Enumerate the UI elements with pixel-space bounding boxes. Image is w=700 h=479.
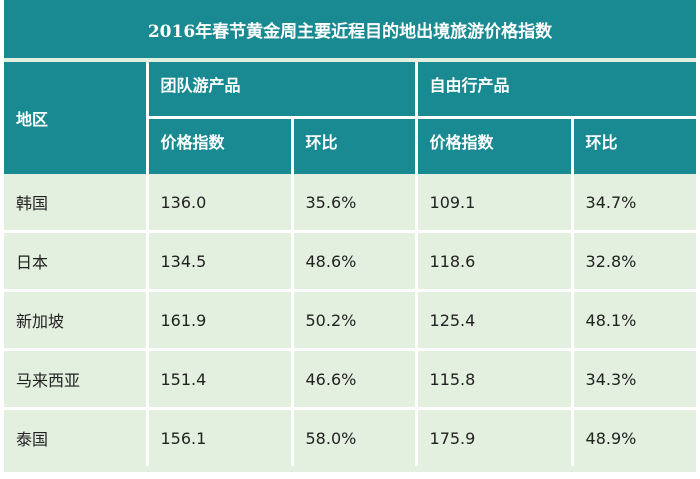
cell-group-index: 156.1 — [145, 407, 292, 466]
table-row: 泰国 156.1 58.0% 175.9 48.9% — [4, 407, 697, 466]
cell-group-ratio: 50.2% — [290, 289, 417, 350]
cell-group-ratio: 48.6% — [290, 230, 417, 291]
header-free-price-index: 价格指数 — [414, 115, 573, 174]
cell-region: 韩国 — [16, 194, 49, 213]
table-title: 2016年春节黄金周主要近程目的地出境旅游价格指数 — [4, 0, 696, 58]
table-row: 韩国 136.0 35.6% 109.1 34.7% — [4, 174, 697, 232]
cell-region: 泰国 — [4, 407, 147, 466]
header-free-product: 自由行产品 — [414, 62, 697, 117]
cell-free-index: 125.4 — [414, 289, 573, 350]
cell-region: 新加坡 — [4, 289, 147, 350]
header-row-sub: 价格指数 环比 价格指数 环比 — [4, 115, 697, 174]
cell-free-index: 175.9 — [414, 407, 573, 466]
header-region: 地区 — [4, 62, 147, 174]
cell-free-ratio: 48.1% — [570, 289, 697, 350]
header-group-ratio: 环比 — [290, 115, 417, 174]
cell-free-ratio: 34.3% — [570, 348, 697, 409]
cell-free-ratio: 34.7% — [570, 174, 697, 232]
header-free-ratio: 环比 — [570, 115, 697, 174]
cell-group-index: 151.4 — [145, 348, 292, 409]
cell-free-index: 109.1 — [414, 174, 573, 232]
cell-free-index: 115.8 — [414, 348, 573, 409]
cell-region: 日本 — [4, 230, 147, 291]
table-row: 马来西亚 151.4 46.6% 115.8 34.3% — [4, 348, 697, 409]
header-row-top: 地区 团队游产品 自由行产品 — [4, 62, 697, 174]
cell-group-index: 136.0 — [145, 174, 292, 232]
table-row: 新加坡 161.9 50.2% 125.4 48.1% — [4, 289, 697, 350]
price-index-table: 地区 团队游产品 自由行产品 价格指数 环比 价格指数 环比 韩国 136.0 … — [4, 62, 697, 466]
cell-free-index: 118.6 — [414, 230, 573, 291]
table-row: 日本 134.5 48.6% 118.6 32.8% — [4, 230, 697, 291]
cell-free-ratio: 48.9% — [570, 407, 697, 466]
cell-group-ratio: 35.6% — [290, 174, 417, 232]
cell-group-index: 161.9 — [145, 289, 292, 350]
cell-group-ratio: 46.6% — [290, 348, 417, 409]
cell-free-ratio: 32.8% — [570, 230, 697, 291]
price-index-table-frame: 2016年春节黄金周主要近程目的地出境旅游价格指数 地区 团队游产品 自由行产品… — [4, 0, 697, 472]
cell-group-index: 134.5 — [145, 230, 292, 291]
header-group-price-index: 价格指数 — [145, 115, 292, 174]
cell-group-ratio: 58.0% — [290, 407, 417, 466]
header-group-product: 团队游产品 — [145, 62, 417, 117]
cell-region: 马来西亚 — [4, 348, 147, 409]
